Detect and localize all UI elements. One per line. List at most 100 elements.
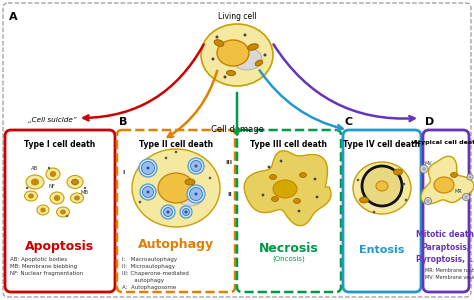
Circle shape: [142, 161, 155, 175]
Circle shape: [194, 193, 198, 196]
Circle shape: [140, 184, 156, 200]
Circle shape: [224, 76, 227, 79]
Text: „Cell suicide“: „Cell suicide“: [27, 117, 76, 123]
Text: MV: MV: [425, 161, 433, 166]
Ellipse shape: [74, 196, 80, 200]
Circle shape: [405, 199, 407, 201]
Circle shape: [468, 176, 472, 178]
Text: I:   Macroautophagy
II:  Microautophagy
III: Chaperone-mediated
       autophagy: I: Macroautophagy II: Microautophagy III…: [122, 257, 189, 290]
Circle shape: [184, 211, 188, 214]
Circle shape: [216, 35, 219, 38]
Ellipse shape: [270, 175, 276, 179]
Text: MR: MR: [455, 189, 463, 194]
Ellipse shape: [434, 177, 454, 193]
Ellipse shape: [176, 186, 204, 206]
Circle shape: [161, 205, 175, 219]
Circle shape: [362, 166, 402, 206]
Circle shape: [164, 208, 173, 217]
Text: AB: AB: [31, 166, 38, 171]
Text: Entosis: Entosis: [359, 245, 405, 255]
Text: Mitotic death,
Paraptosis,
Pyroptosis, ...: Mitotic death, Paraptosis, Pyroptosis, .…: [416, 230, 474, 264]
Text: C: C: [345, 117, 353, 127]
Ellipse shape: [56, 207, 70, 217]
Ellipse shape: [359, 197, 368, 203]
Circle shape: [316, 196, 319, 198]
Circle shape: [467, 174, 473, 180]
Text: Type IV cell death: Type IV cell death: [344, 140, 420, 149]
Ellipse shape: [376, 181, 388, 191]
Ellipse shape: [25, 191, 37, 201]
Circle shape: [84, 187, 86, 189]
Text: II: II: [227, 192, 232, 197]
Circle shape: [211, 58, 215, 61]
Circle shape: [143, 187, 154, 197]
Ellipse shape: [40, 208, 46, 212]
Circle shape: [244, 34, 246, 37]
Circle shape: [146, 190, 149, 194]
Circle shape: [403, 183, 405, 185]
Polygon shape: [244, 151, 331, 226]
Ellipse shape: [450, 172, 457, 178]
Ellipse shape: [67, 176, 83, 188]
Ellipse shape: [71, 193, 83, 203]
Text: Atypical cell death: Atypical cell death: [413, 140, 474, 145]
Ellipse shape: [300, 172, 307, 178]
Circle shape: [262, 194, 264, 196]
Circle shape: [194, 164, 198, 167]
FancyArrowPatch shape: [168, 71, 217, 137]
Text: Type II cell death: Type II cell death: [139, 140, 213, 149]
Text: MR: Membrane rupture
MV: Membrane vesicles: MR: Membrane rupture MV: Membrane vesicl…: [425, 268, 474, 280]
Circle shape: [190, 188, 202, 200]
Ellipse shape: [132, 149, 220, 227]
FancyArrowPatch shape: [273, 44, 414, 121]
Circle shape: [188, 158, 204, 174]
Text: Type I cell death: Type I cell death: [24, 140, 96, 149]
Text: NF: NF: [49, 184, 56, 189]
Circle shape: [48, 167, 50, 169]
Circle shape: [191, 160, 201, 172]
Circle shape: [182, 208, 190, 215]
Circle shape: [264, 53, 266, 56]
Circle shape: [425, 197, 431, 205]
Circle shape: [280, 160, 283, 162]
Text: Living cell: Living cell: [218, 12, 256, 21]
Ellipse shape: [50, 171, 56, 177]
Circle shape: [426, 199, 430, 203]
Ellipse shape: [293, 199, 301, 203]
Circle shape: [463, 194, 470, 200]
Ellipse shape: [272, 196, 279, 202]
Text: Apoptosis: Apoptosis: [26, 240, 94, 253]
Ellipse shape: [227, 70, 236, 76]
Ellipse shape: [185, 179, 195, 185]
Polygon shape: [421, 156, 474, 204]
Circle shape: [464, 195, 468, 199]
Ellipse shape: [31, 178, 39, 185]
Text: Autophagy: Autophagy: [138, 238, 214, 251]
Ellipse shape: [255, 60, 263, 66]
Text: D: D: [425, 117, 434, 127]
Circle shape: [139, 159, 157, 177]
Ellipse shape: [232, 48, 262, 70]
FancyArrowPatch shape: [260, 70, 343, 130]
Circle shape: [298, 210, 301, 212]
Text: I: I: [122, 170, 124, 175]
Text: Type III cell death: Type III cell death: [250, 140, 328, 149]
Text: Cell damage: Cell damage: [210, 125, 264, 134]
Circle shape: [146, 167, 149, 170]
Text: (Oncosis): (Oncosis): [273, 255, 305, 262]
Ellipse shape: [214, 40, 224, 46]
Text: A: A: [9, 12, 18, 22]
Ellipse shape: [247, 44, 258, 50]
Ellipse shape: [26, 175, 44, 189]
Circle shape: [66, 215, 68, 217]
Ellipse shape: [158, 173, 194, 203]
FancyArrowPatch shape: [83, 44, 204, 120]
Circle shape: [357, 179, 359, 181]
Ellipse shape: [353, 162, 411, 214]
Circle shape: [314, 178, 317, 180]
Ellipse shape: [217, 40, 249, 66]
Text: III: III: [225, 160, 232, 165]
Circle shape: [268, 166, 270, 168]
Ellipse shape: [273, 180, 297, 198]
Circle shape: [166, 211, 170, 214]
